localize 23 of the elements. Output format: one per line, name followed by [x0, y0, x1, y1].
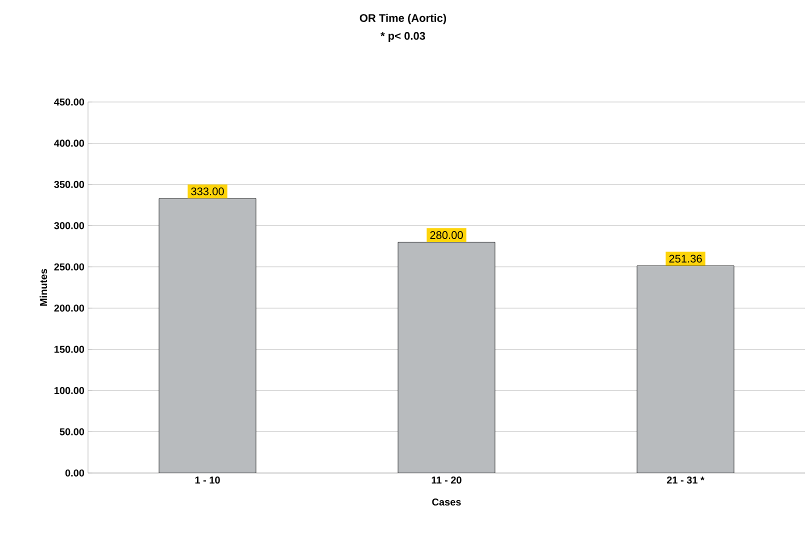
y-tick-label: 150.00 [54, 346, 84, 353]
y-tick-label: 450.00 [54, 98, 84, 106]
chart-subtitle: * p< 0.03 [380, 32, 426, 42]
bar [636, 266, 734, 473]
chart-title: OR Time (Aortic) [360, 14, 446, 24]
y-tick-label: 100.00 [54, 387, 84, 394]
x-axis-title: Cases [432, 498, 461, 506]
y-tick-label: 50.00 [60, 428, 84, 436]
y-tick-label: 300.00 [54, 222, 84, 230]
x-tick-label: 21 - 31 * [666, 476, 704, 484]
data-label: 333.00 [191, 187, 224, 196]
x-tick-label: 11 - 20 [432, 476, 462, 484]
y-tick-label: 200.00 [54, 304, 84, 312]
y-axis-title: Minutes [40, 269, 48, 306]
x-tick-label: 1 - 10 [195, 476, 220, 484]
y-tick-label: 0.00 [65, 469, 84, 477]
y-tick-label: 350.00 [54, 180, 84, 188]
data-label: 280.00 [430, 231, 463, 239]
data-label: 251.36 [669, 254, 702, 263]
y-tick-label: 400.00 [54, 140, 84, 147]
bar [398, 242, 496, 473]
y-tick-label: 250.00 [54, 263, 84, 270]
bar [158, 198, 256, 473]
